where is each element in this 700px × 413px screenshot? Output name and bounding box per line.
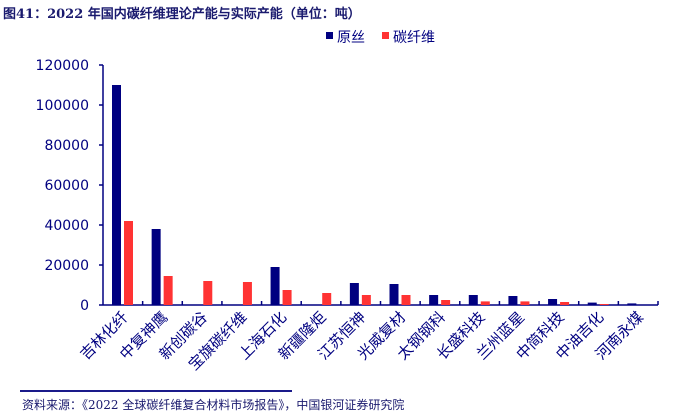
bar-carbon-fiber	[163, 276, 173, 305]
bar-carbon-fiber	[361, 295, 371, 305]
bar-precursor	[429, 295, 439, 305]
y-tick-label: 20000	[44, 258, 89, 274]
y-tick-label: 40000	[44, 218, 89, 234]
bar-carbon-fiber	[520, 301, 530, 305]
legend-swatch	[326, 32, 333, 39]
bar-carbon-fiber	[441, 300, 451, 305]
chart-title: 图41：2022 年国内碳纤维理论产能与实际产能（单位：吨）	[3, 7, 361, 22]
bar-chart: 020000400006000080000100000120000吉林化纤中复神…	[36, 30, 659, 374]
bar-carbon-fiber	[242, 282, 252, 305]
bar-carbon-fiber	[480, 301, 490, 305]
y-tick-label: 80000	[44, 138, 89, 154]
bar-precursor	[508, 296, 518, 305]
bar-precursor	[112, 85, 121, 305]
legend-swatch	[382, 32, 389, 39]
bar-precursor	[548, 299, 558, 305]
bar-precursor	[627, 303, 637, 305]
bar-carbon-fiber	[599, 304, 609, 305]
bar-carbon-fiber	[124, 221, 133, 305]
bar-precursor	[389, 284, 399, 305]
bar-carbon-fiber	[203, 281, 213, 305]
bar-precursor	[270, 267, 280, 305]
y-tick-label: 120000	[36, 58, 89, 74]
bar-precursor	[151, 229, 161, 305]
y-tick-label: 60000	[44, 178, 89, 194]
source-note: 资料来源：《2022 全球碳纤维复合材料市场报告》，中国银河证券研究院	[22, 398, 405, 412]
bar-carbon-fiber	[401, 295, 411, 305]
divider	[20, 390, 292, 392]
legend-label: 原丝	[337, 30, 365, 46]
bar-carbon-fiber	[322, 293, 332, 305]
y-tick-label: 0	[80, 298, 89, 314]
legend-label: 碳纤维	[393, 30, 435, 46]
bar-precursor	[349, 283, 359, 305]
bar-carbon-fiber	[282, 290, 292, 305]
y-tick-label: 100000	[36, 98, 89, 114]
bar-precursor	[587, 302, 597, 305]
bar-carbon-fiber	[560, 302, 570, 305]
bar-precursor	[468, 295, 478, 305]
